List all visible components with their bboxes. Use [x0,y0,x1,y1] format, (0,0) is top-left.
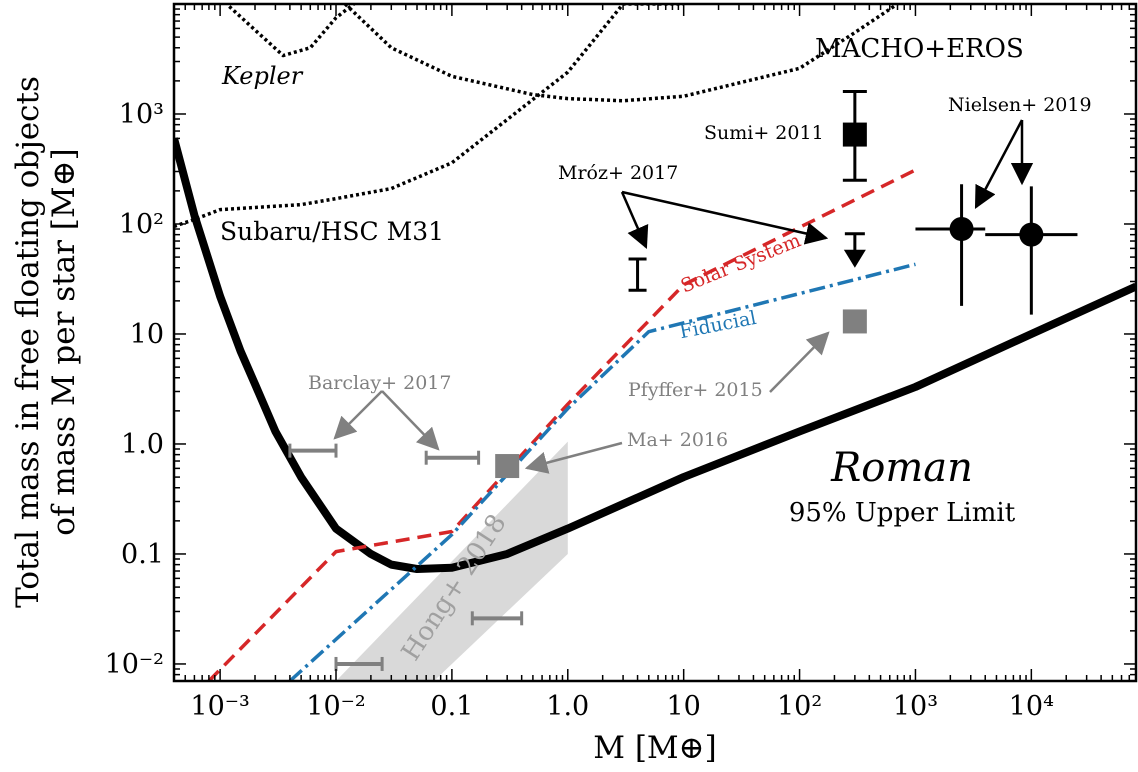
x-tick-label: 10⁴ [1009,691,1054,722]
y-axis-title: Total mass in free floating objects of m… [10,76,82,608]
marker-mr-z-2017-1 [628,257,647,292]
marker-ma-2016-6 [495,454,520,479]
series-roman [174,137,1136,574]
plot-frame [172,2,1138,683]
annotation-solar: Solar System [678,229,804,297]
marker-pfyffer-2015-5 [842,309,867,334]
square-point [842,309,867,334]
square-point [842,122,867,147]
y-tick-label: 10³ [119,99,164,130]
marker-range-9 [470,611,524,626]
x-tick-label: 10⁻³ [190,691,249,722]
series-subaru-hsc-m31 [174,4,684,229]
x-tick-label: 10 [666,691,700,722]
mroz-arrow-1 [620,191,649,250]
x-tick-label: 10² [777,691,822,722]
y-tick-label: 10 [130,319,164,350]
mroz-arrow-2 [621,190,829,245]
annotation-kepler: Kepler [221,62,304,90]
series-fiducial [288,262,916,681]
series-kepler [228,4,357,58]
pfyffer-arrow [769,331,830,393]
limit-arrow [843,249,866,268]
region-hong-2018 [336,441,568,681]
annotation-pfyffer: Pfyffer+ 2015 [628,379,763,401]
barclay-arrow-1 [333,390,383,440]
x-tick-label: 1.0 [546,691,589,722]
marker-nielsen-2019-3 [915,184,986,306]
annotation-sumi: Sumi+ 2011 [704,122,824,144]
x-tick-label: 10³ [893,691,938,722]
ma-arrow [524,441,623,474]
y-tick-label: 10⁻² [105,649,164,680]
marker-nielsen-2019-4 [985,186,1078,315]
circle-point [1019,222,1044,247]
y-axis-title-line1: Total mass in free floating objects [10,76,46,608]
annotation-macho: MACHO+EROS [815,34,1024,64]
y-axis-title-line2: of mass M per star [M⊕] [46,148,82,535]
nielsen-arrow-1 [974,119,1024,209]
annotation-ma: Ma+ 2016 [627,429,728,451]
annotation-mroz: Mróz+ 2017 [558,162,678,184]
marker-barclay-2017-7 [288,443,338,458]
square-point [495,454,520,479]
marker-sumi-2011-0 [842,90,867,182]
annotation-barclay: Barclay+ 2017 [308,372,451,394]
y-tick-label: 0.1 [121,539,164,570]
annotation-nielsen: Nielsen+ 2019 [948,94,1092,116]
barclay-arrow-2 [381,390,440,451]
annotation-limit: 95% Upper Limit [789,498,1016,528]
series-macho-eros [343,4,899,103]
x-tick-label: 0.1 [430,691,473,722]
x-tick-label: 10⁻² [306,691,365,722]
circle-point [949,217,974,242]
marker-barclay-2017-8 [424,450,481,465]
marker-range-10 [334,656,384,671]
x-axis-title: M [M⊕] [593,730,717,766]
annotation-roman: Roman [830,445,973,491]
annotation-subaru: Subaru/HSC M31 [220,217,444,246]
y-tick-label: 1.0 [121,429,164,460]
y-tick-label: 10² [119,209,164,240]
annotation-fiducial: Fiducial [678,307,759,343]
marker-mr-z-2017-2 [843,232,866,268]
